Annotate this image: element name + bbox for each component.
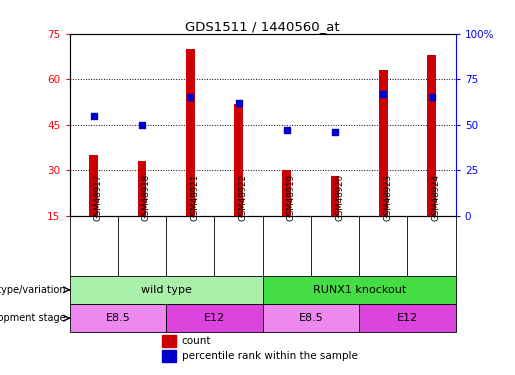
Text: GSM48922: GSM48922 (238, 174, 248, 220)
Bar (89, 155, 98, 216)
Bar (331, 176, 339, 216)
Point (90, 112, 98, 118)
Text: E12: E12 (397, 313, 418, 323)
Text: GSM48917: GSM48917 (94, 174, 102, 220)
Text: GSM48919: GSM48919 (287, 174, 296, 220)
Point (234, 100, 243, 106)
Point (186, 94, 194, 100)
Text: GSM48923: GSM48923 (383, 174, 392, 220)
Point (379, 91, 387, 97)
Bar (166, 304, 263, 333)
Text: GSM48920: GSM48920 (335, 174, 344, 220)
Point (427, 94, 436, 100)
Text: genotype/variation: genotype/variation (0, 285, 66, 295)
Bar (70, 304, 166, 333)
Text: count: count (181, 336, 211, 346)
Title: GDS1511 / 1440560_at: GDS1511 / 1440560_at (185, 20, 340, 33)
Point (283, 127, 291, 133)
Text: E8.5: E8.5 (106, 313, 130, 323)
Text: GSM48924: GSM48924 (432, 174, 441, 220)
Bar (359, 304, 456, 333)
Text: E8.5: E8.5 (299, 313, 323, 323)
Bar (263, 304, 359, 333)
Bar (282, 170, 291, 216)
Text: GSM48921: GSM48921 (190, 174, 199, 220)
Bar (186, 49, 195, 216)
Text: GSM48918: GSM48918 (142, 174, 151, 220)
Text: RUNX1 knockout: RUNX1 knockout (313, 285, 406, 295)
Text: development stage: development stage (0, 313, 66, 323)
Text: percentile rank within the sample: percentile rank within the sample (181, 351, 357, 361)
Bar (234, 104, 243, 216)
Point (331, 129, 339, 135)
Bar (427, 55, 436, 216)
Text: E12: E12 (204, 313, 225, 323)
Bar (70, 276, 263, 304)
Bar (379, 70, 388, 216)
Bar (263, 276, 456, 304)
Text: wild type: wild type (141, 285, 192, 295)
Bar (162, 335, 176, 348)
Bar (162, 350, 176, 362)
Bar (138, 161, 146, 216)
Point (138, 122, 146, 128)
